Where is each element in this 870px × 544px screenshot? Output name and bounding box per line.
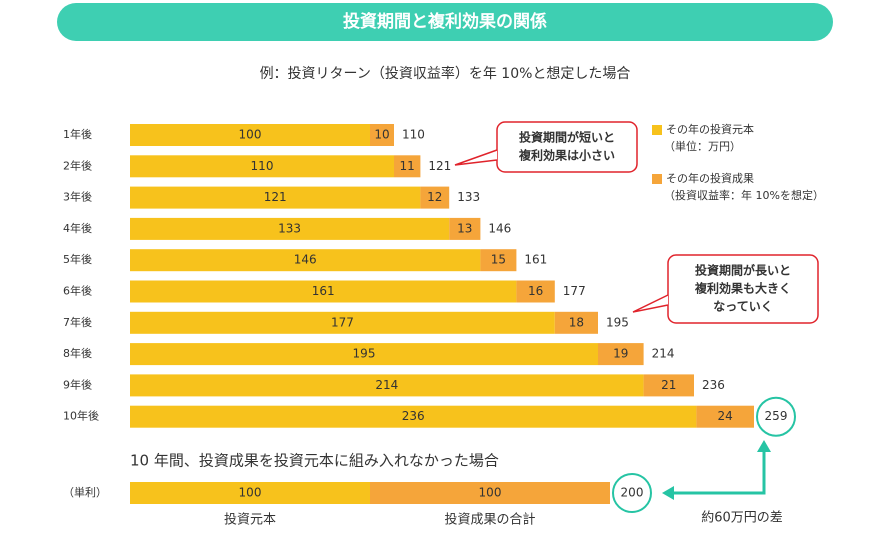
annotation: 約60万円の差 (701, 511, 783, 526)
bar-segment (449, 217, 481, 240)
category-label: 2年後 (63, 158, 92, 172)
bar-segment (130, 343, 598, 366)
value-label: 121 (264, 190, 287, 204)
bar-segment (420, 186, 450, 209)
total-label: 200 (621, 486, 644, 500)
legend-note: （投資収益率：年 10%を想定） (664, 188, 824, 202)
callout-tail (632, 294, 669, 313)
category-label: 8年後 (63, 346, 92, 360)
value-label: 10 (374, 128, 389, 142)
bar-segment (130, 405, 697, 428)
value-label: 195 (353, 347, 376, 361)
total-label: 146 (488, 221, 511, 235)
total-label: 177 (563, 284, 586, 298)
bar-segment (370, 124, 394, 146)
callout-text: 投資期間が短いと (519, 130, 615, 145)
value-label: 18 (569, 315, 584, 329)
value-label: 133 (278, 221, 301, 235)
bar-segment (480, 249, 517, 272)
bar-segment (370, 482, 610, 504)
bar-segment (130, 155, 394, 178)
legend-label: その年の投資元本 (666, 122, 754, 136)
bar-segment (130, 482, 370, 504)
legend-label: その年の投資成果 (666, 171, 754, 185)
callout-text: 投資期間が長いと (695, 263, 791, 278)
arrow-head (662, 486, 674, 500)
bar-segment (516, 280, 555, 303)
banner-title: 投資期間と複利効果の関係 (343, 11, 547, 32)
value-label: 21 (661, 378, 676, 392)
value-label: 236 (402, 409, 425, 423)
total-label: 195 (606, 315, 629, 329)
legend-swatch (652, 125, 662, 135)
callout-tail (454, 149, 498, 166)
value-label: 146 (294, 253, 317, 267)
value-label: 177 (331, 315, 354, 329)
value-label: 100 (239, 486, 262, 500)
total-label: 161 (524, 253, 547, 267)
callout-text: 複利効果も大きく (694, 281, 791, 296)
total-label: 259 (765, 409, 788, 423)
bar-segment (130, 249, 481, 272)
bar-segment (130, 124, 370, 146)
category-label: 10年後 (63, 409, 99, 423)
value-label: 15 (491, 253, 506, 267)
value-label: 16 (528, 284, 543, 298)
category-label: 4年後 (63, 221, 92, 235)
series-label: 投資成果の合計 (444, 512, 535, 528)
arrow-head (757, 440, 771, 452)
callout-text: なっていく (713, 300, 772, 314)
value-label: 110 (251, 159, 274, 173)
total-label: 236 (702, 378, 725, 392)
bar-segment (394, 155, 421, 178)
category-label: 6年後 (63, 284, 92, 298)
bar-segment (696, 405, 754, 428)
category-label: （単利） (63, 485, 107, 499)
value-label: 214 (375, 378, 398, 392)
value-label: 100 (239, 128, 262, 142)
section-title: 10 年間、投資成果を投資元本に組み入れなかった場合 (130, 452, 499, 470)
legend-swatch (652, 174, 662, 184)
bar-segment (130, 311, 555, 334)
difference-arrow (672, 448, 766, 495)
value-label: 11 (400, 159, 415, 173)
value-label: 12 (427, 190, 442, 204)
bar-segment (130, 374, 644, 397)
total-label: 133 (457, 190, 480, 204)
chart-subtitle: 例：投資リターン（投資収益率）を年 10%と想定した場合 (260, 65, 631, 82)
total-label: 110 (402, 128, 425, 142)
category-label: 1年後 (63, 127, 92, 141)
category-label: 7年後 (63, 315, 92, 329)
value-label: 13 (457, 221, 472, 235)
bar-segment (643, 374, 694, 397)
total-circle (756, 396, 796, 437)
legend-note: （単位：万円） (664, 139, 741, 153)
callout-text: 複利効果は小さい (518, 148, 615, 163)
bar-segment (130, 280, 517, 303)
banner-bg (57, 3, 833, 41)
value-label: 100 (479, 486, 502, 500)
total-label: 214 (652, 347, 675, 361)
series-label: 投資元本 (224, 512, 276, 528)
callout-box (496, 121, 638, 173)
value-label: 161 (312, 284, 335, 298)
bar-segment (598, 343, 644, 366)
value-label: 19 (613, 347, 628, 361)
bar-segment (130, 186, 421, 209)
value-label: 24 (718, 409, 733, 423)
category-label: 5年後 (63, 252, 92, 266)
category-label: 3年後 (63, 190, 92, 204)
callout-box (667, 254, 819, 324)
bar-segment (554, 311, 598, 334)
total-circle (612, 473, 652, 513)
bar-segment (130, 217, 450, 240)
category-label: 9年後 (63, 377, 92, 391)
total-label: 121 (428, 159, 451, 173)
